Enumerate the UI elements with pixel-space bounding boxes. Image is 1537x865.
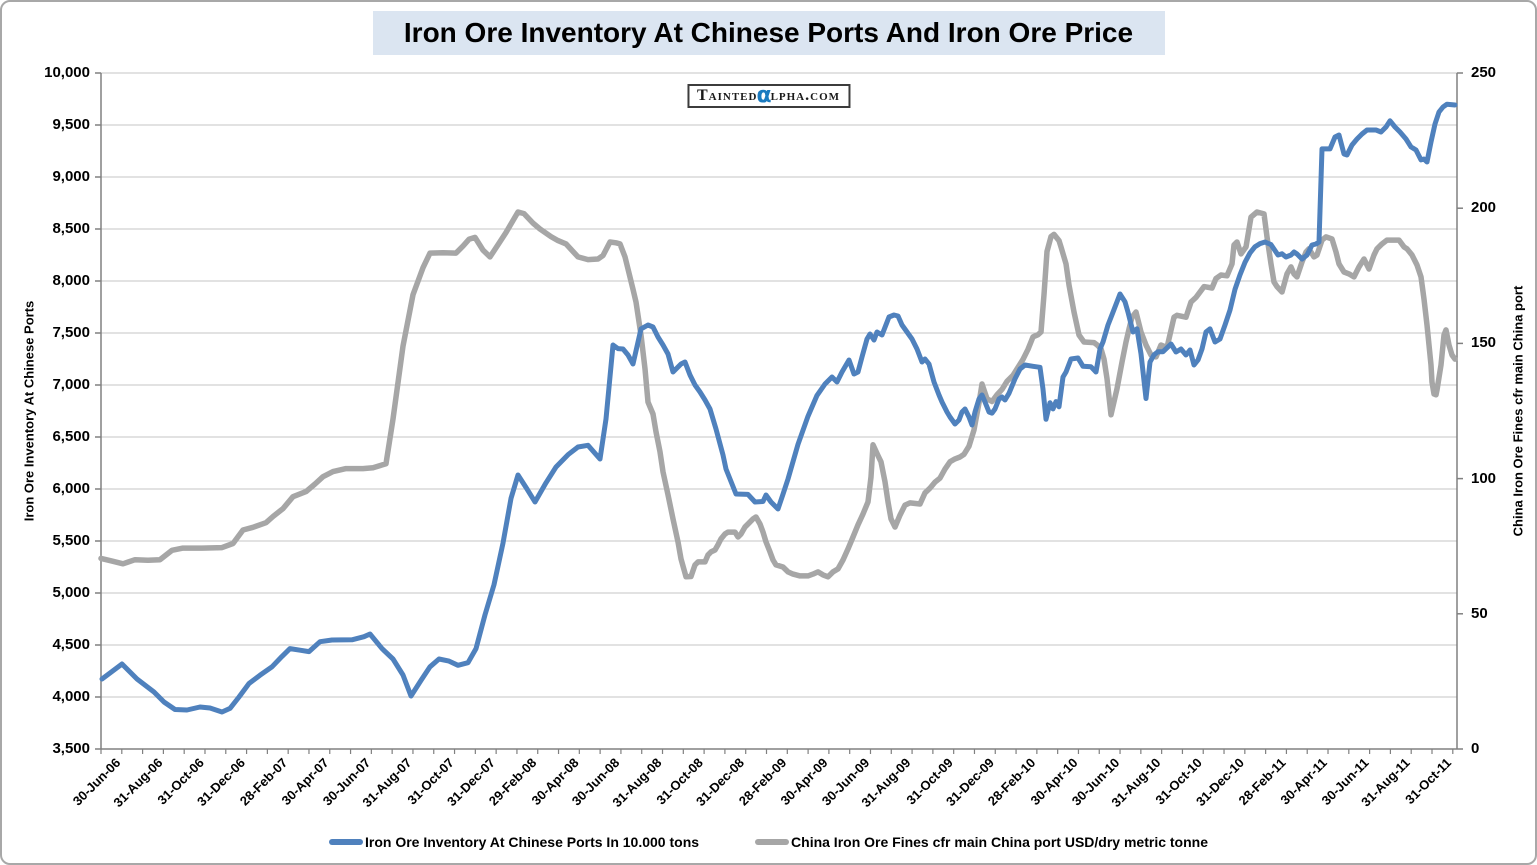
price-legend-swatch bbox=[755, 839, 790, 845]
legend-entry-inventory: Iron Ore Inventory At Chinese Ports In 1… bbox=[329, 834, 699, 850]
right-axis-tick-label: 200 bbox=[1471, 199, 1497, 217]
inventory-legend-label: Iron Ore Inventory At Chinese Ports In 1… bbox=[365, 834, 700, 850]
left-axis-tick-label: 6,500 bbox=[52, 428, 90, 445]
right-axis-tick-label: 100 bbox=[1471, 469, 1497, 487]
left-axis-tick-label: 10,000 bbox=[44, 64, 90, 81]
alpha-icon: α bbox=[756, 83, 772, 108]
left-axis-tick-label: 8,500 bbox=[52, 220, 90, 237]
left-axis-tick-label: 3,500 bbox=[52, 740, 90, 757]
left-axis-tick-label: 9,000 bbox=[52, 168, 90, 185]
right-axis-tick-label: 150 bbox=[1471, 334, 1497, 352]
watermark-text-before: Tainted bbox=[696, 87, 758, 104]
legend: Iron Ore Inventory At Chinese Ports In 1… bbox=[2, 834, 1535, 850]
taintedalpha-watermark: Tainted α lpha.com bbox=[686, 83, 851, 108]
left-axis-tick-label: 7,500 bbox=[52, 324, 90, 341]
inventory-legend-swatch bbox=[329, 839, 364, 845]
left-axis-tick-label: 5,000 bbox=[52, 584, 90, 601]
watermark-text-after: lpha.com bbox=[770, 87, 841, 104]
left-axis-tick-label: 8,000 bbox=[52, 272, 90, 289]
chart-title-band: Iron Ore Inventory At Chinese Ports And … bbox=[372, 11, 1165, 55]
chart-title: Iron Ore Inventory At Chinese Ports And … bbox=[403, 17, 1134, 48]
left-axis-tick-label: 4,500 bbox=[52, 636, 90, 653]
right-axis-tick-label: 0 bbox=[1471, 740, 1480, 757]
left-axis-tick-label: 4,000 bbox=[52, 688, 90, 705]
left-axis-tick-label: 7,000 bbox=[52, 376, 90, 393]
left-axis-tick-label: 5,500 bbox=[52, 532, 90, 549]
left-axis-tick-label: 9,500 bbox=[52, 116, 90, 133]
inventory-series-line bbox=[99, 101, 1458, 715]
left-axis-tick-label: 6,000 bbox=[52, 480, 90, 497]
right-axis-tick-label: 250 bbox=[1471, 64, 1497, 81]
right-axis-tick-label: 50 bbox=[1471, 604, 1488, 622]
legend-entry-price: China Iron Ore Fines cfr main China port… bbox=[755, 834, 1208, 850]
price-legend-label: China Iron Ore Fines cfr main China port… bbox=[791, 834, 1208, 850]
price-series-line bbox=[98, 209, 1458, 580]
